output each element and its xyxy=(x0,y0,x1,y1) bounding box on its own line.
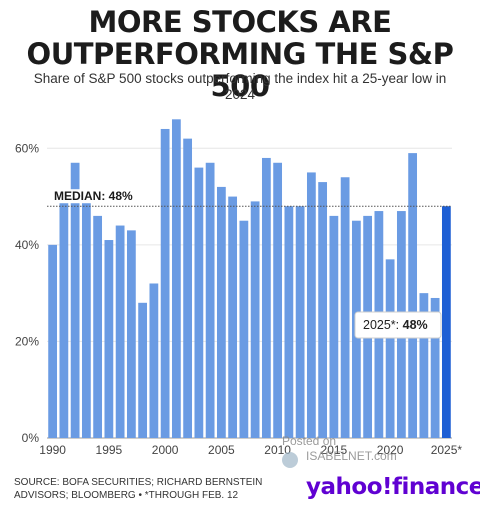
bar xyxy=(228,196,238,438)
bar xyxy=(261,157,271,438)
bar xyxy=(138,302,148,438)
bar xyxy=(48,244,58,438)
median-label-bg xyxy=(52,189,138,204)
bar xyxy=(318,182,328,438)
x-tick-label: 1995 xyxy=(96,443,123,457)
bar xyxy=(419,293,429,438)
bar xyxy=(441,206,451,438)
bar xyxy=(306,172,316,438)
bar xyxy=(239,220,249,438)
y-tick-label: 40% xyxy=(15,238,39,252)
bar xyxy=(430,297,440,438)
x-tick-label: 2015 xyxy=(321,443,348,457)
bar xyxy=(385,259,395,438)
x-tick-label: 1990 xyxy=(39,443,66,457)
bar xyxy=(93,215,103,438)
bar-chart: 0%20%40%60%1990 1995 2000 2005 2010 2015 2020 2… xyxy=(15,119,463,457)
bar xyxy=(295,206,305,438)
bar xyxy=(59,201,69,438)
yahoo-finance-logo: yahoo!finance xyxy=(306,474,480,500)
x-tick-label: 2020 xyxy=(377,443,404,457)
source-note: SOURCE: BOFA SECURITIES; RICHARD BERNSTE… xyxy=(14,476,314,502)
bar xyxy=(273,162,283,438)
x-tick-label: 2000 xyxy=(152,443,179,457)
median-label: MEDIAN: 48% xyxy=(54,189,133,203)
watermark-label: Posted on xyxy=(282,434,337,448)
bar xyxy=(340,177,350,438)
x-tick-label: 2025* xyxy=(431,443,463,457)
title-line-1: MORE STOCKS ARE xyxy=(88,5,392,39)
y-tick-label: 60% xyxy=(15,141,39,155)
bar xyxy=(284,206,294,438)
watermark-seal-icon xyxy=(282,452,298,468)
x-tick-label: 2005 xyxy=(208,443,235,457)
bar xyxy=(183,138,193,438)
bar xyxy=(171,119,181,439)
chart-subtitle: Share of S&P 500 stocks outperforming th… xyxy=(33,71,447,102)
bar xyxy=(149,283,159,438)
bar xyxy=(250,201,260,438)
watermark-site: ISABELNET.com xyxy=(306,449,397,463)
chart-title: MORE STOCKS ARE OUTPERFORMING THE S&P 50… xyxy=(0,6,480,102)
bar xyxy=(216,186,226,438)
callout-label: 2025*: 48% xyxy=(363,318,428,332)
bar xyxy=(329,215,339,438)
bar xyxy=(104,240,114,438)
title-line-2: OUTPERFORMING THE S&P 500 xyxy=(26,37,454,103)
bar xyxy=(81,201,91,438)
y-tick-label: 0% xyxy=(22,431,40,445)
callout-value: 48% xyxy=(403,318,428,332)
bar xyxy=(115,225,125,438)
bar xyxy=(408,153,418,438)
y-tick-label: 20% xyxy=(15,334,39,348)
bar xyxy=(126,230,136,438)
source-line-1: SOURCE: BOFA SECURITIES; RICHARD BERNSTE… xyxy=(14,477,263,488)
callout-box xyxy=(354,311,442,339)
source-line-2: ADVISORS; BLOOMBERG • *THROUGH FEB. 12 xyxy=(14,490,239,501)
bar xyxy=(205,162,215,438)
bar xyxy=(70,162,80,438)
bar xyxy=(194,167,204,438)
bar xyxy=(160,128,170,438)
